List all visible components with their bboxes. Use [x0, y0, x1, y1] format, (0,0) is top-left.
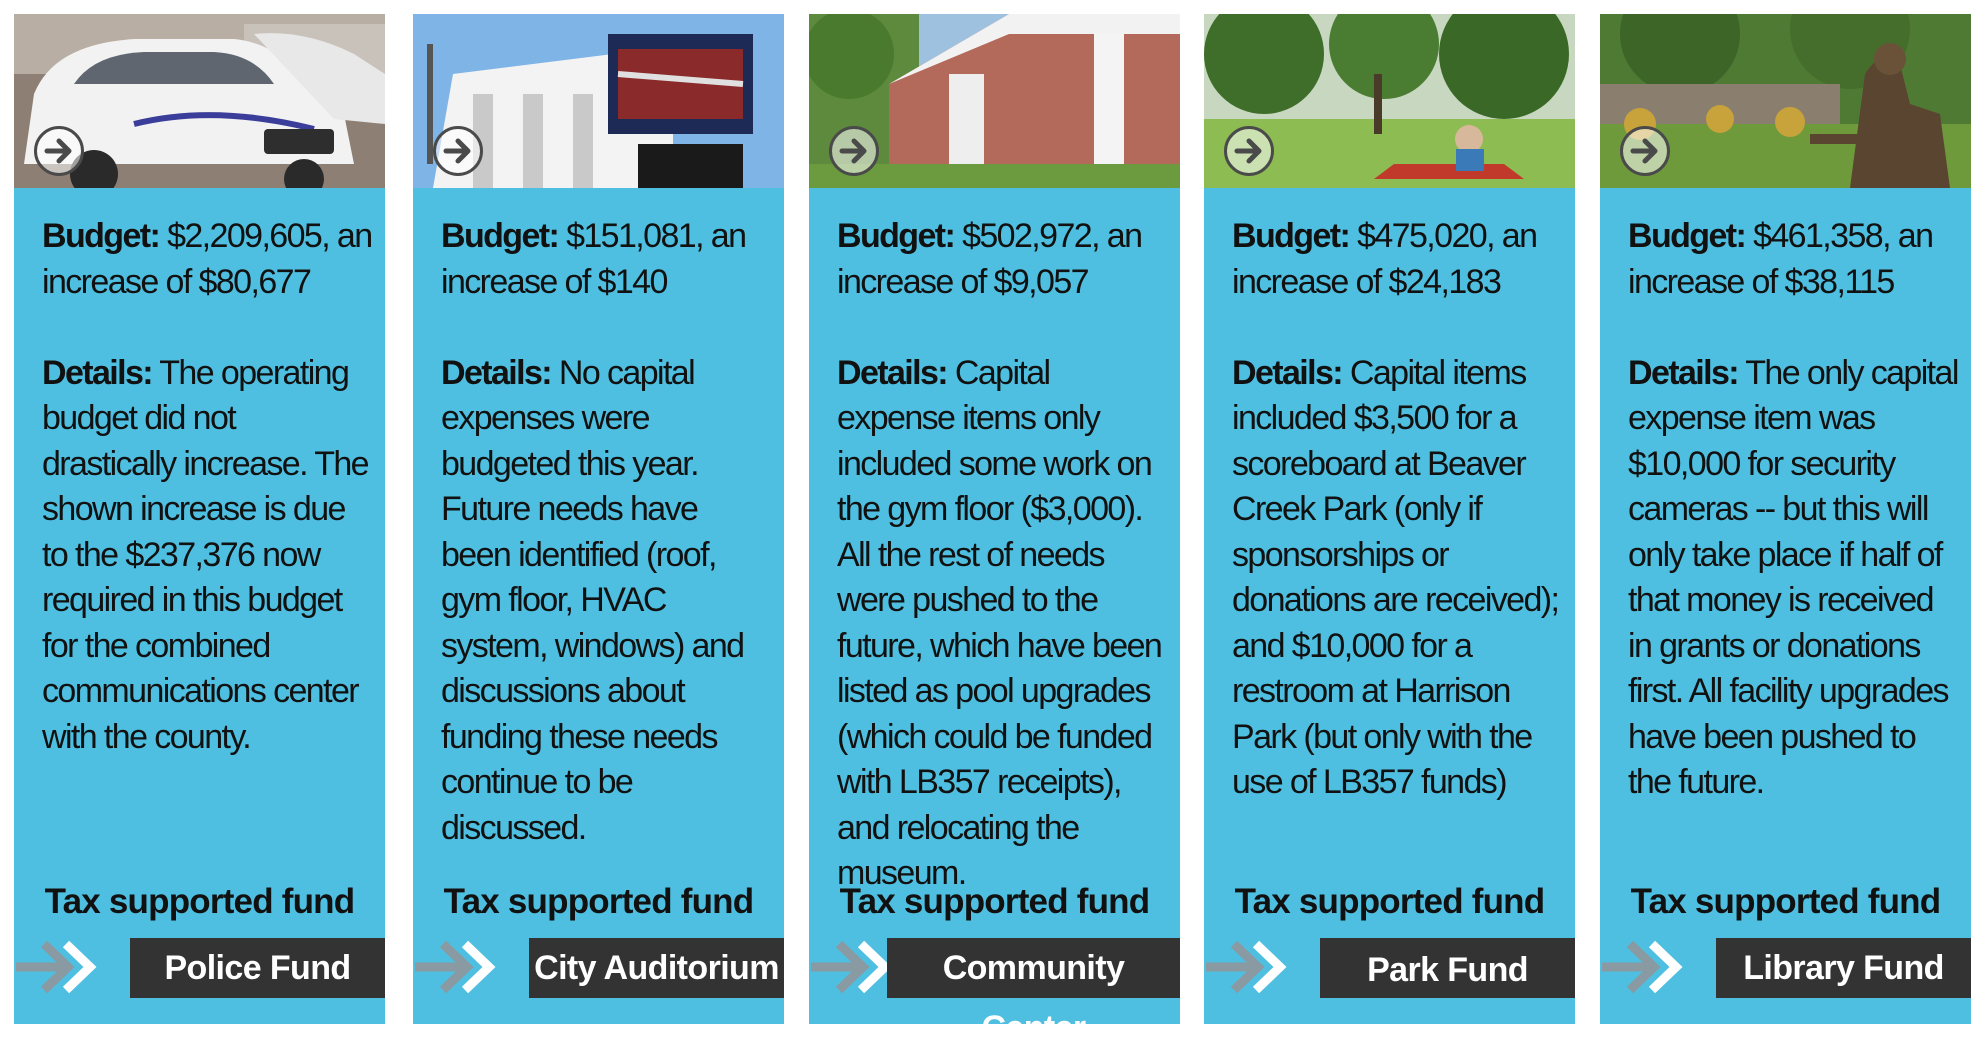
budget-label: Budget: [1628, 217, 1747, 255]
fund-tab-auditorium[interactable]: City Auditorium [529, 938, 784, 998]
budget-value: $2,209,605, an increase of $80,677 [42, 217, 373, 301]
fund-card-library: Budget: $461,358, an increase of $38,115… [1600, 14, 1971, 1024]
double-chevron-icon [16, 940, 97, 994]
city-auditorium-photo [413, 14, 784, 188]
budget-value: $502,972, an increase of $9,057 [837, 217, 1143, 301]
budget-value: $461,358, an increase of $38,115 [1628, 217, 1934, 301]
fund-description: Budget: $2,209,605, an increase of $80,6… [42, 214, 373, 806]
details-line: Details: Capital items included $3,500 f… [1232, 351, 1562, 806]
fund-card-park: Budget: $475,020, an increase of $24,183… [1204, 14, 1575, 1024]
details-label: Details: [441, 353, 553, 392]
fund-tab-library[interactable]: Library Fund [1716, 938, 1971, 998]
library-statue-photo [1600, 14, 1971, 188]
arrow-right-icon[interactable] [829, 126, 879, 176]
details-line: Details: The only capital expense item w… [1628, 351, 1959, 806]
arrow-right-icon[interactable] [433, 126, 483, 176]
fund-card-auditorium: Budget: $151,081, an increase of $140 De… [413, 14, 784, 1024]
details-text: Capital items included $3,500 for a scor… [1232, 353, 1560, 802]
details-text: The only capital expense item was $10,00… [1628, 353, 1959, 802]
fund-tab-community-center[interactable]: Community Center [887, 938, 1180, 1024]
fund-tab-police[interactable]: Police Fund [130, 938, 385, 998]
budget-line: Budget: $2,209,605, an increase of $80,6… [42, 214, 373, 305]
double-chevron-icon [811, 940, 892, 994]
park-photo [1204, 14, 1575, 188]
details-line: Details: No capital expenses were budget… [441, 351, 771, 852]
tax-supported-label: Tax supported fund [1234, 882, 1545, 921]
details-line: Details: Capital expense items only incl… [837, 351, 1167, 897]
fund-description: Budget: $151,081, an increase of $140 De… [441, 214, 771, 897]
details-text: The operating budget did not drastically… [42, 353, 370, 756]
budget-value: $475,020, an increase of $24,183 [1232, 217, 1538, 301]
details-label: Details: [1628, 353, 1740, 392]
fund-description: Budget: $502,972, an increase of $9,057 … [837, 214, 1167, 942]
details-text: No capital expenses were budgeted this y… [441, 353, 745, 847]
double-chevron-icon [415, 940, 496, 994]
arrow-right-icon[interactable] [34, 126, 84, 176]
double-chevron-icon [1206, 940, 1287, 994]
tax-supported-label: Tax supported fund [443, 882, 754, 921]
arrow-right-icon[interactable] [1224, 126, 1274, 176]
details-label: Details: [42, 353, 154, 392]
arrow-right-icon[interactable] [1620, 126, 1670, 176]
fund-card-police: Budget: $2,209,605, an increase of $80,6… [14, 14, 385, 1024]
budget-line: Budget: $151,081, an increase of $140 [441, 214, 771, 305]
budget-line: Budget: $461,358, an increase of $38,115 [1628, 214, 1958, 305]
budget-value: $151,081, an increase of $140 [441, 217, 747, 301]
budget-label: Budget: [837, 217, 956, 255]
fund-description: Budget: $475,020, an increase of $24,183… [1232, 214, 1562, 851]
details-line: Details: The operating budget did not dr… [42, 351, 372, 761]
details-text: Capital expense items only included some… [837, 353, 1163, 893]
police-car-photo [14, 14, 385, 188]
fund-card-community-center: Budget: $502,972, an increase of $9,057 … [809, 14, 1180, 1024]
budget-label: Budget: [1232, 217, 1351, 255]
tax-supported-label: Tax supported fund [1630, 882, 1941, 921]
fund-description: Budget: $461,358, an increase of $38,115… [1628, 214, 1959, 851]
tax-supported-label: Tax supported fund [44, 882, 355, 921]
details-label: Details: [1232, 353, 1344, 392]
budget-line: Budget: $502,972, an increase of $9,057 [837, 214, 1167, 305]
budget-line: Budget: $475,020, an increase of $24,183 [1232, 214, 1562, 305]
double-chevron-icon [1602, 940, 1683, 994]
fund-tab-park[interactable]: Park Fund [1320, 938, 1575, 998]
budget-label: Budget: [42, 217, 161, 255]
tax-supported-label: Tax supported fund [839, 882, 1150, 921]
details-label: Details: [837, 353, 949, 392]
community-center-photo [809, 14, 1180, 188]
budget-label: Budget: [441, 217, 560, 255]
